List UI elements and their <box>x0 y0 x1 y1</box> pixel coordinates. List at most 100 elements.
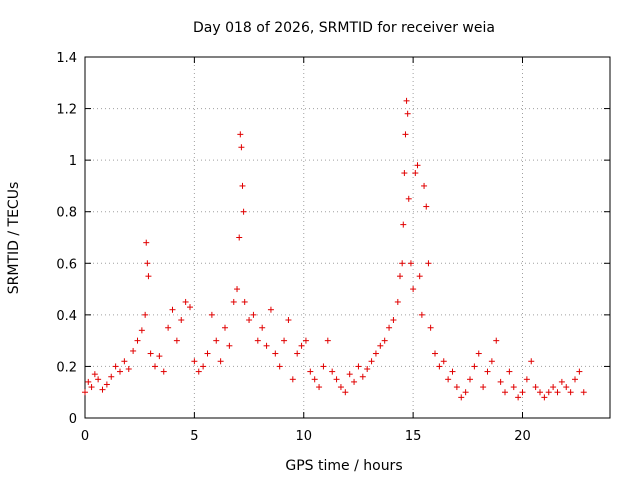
x-tick-label: 0 <box>81 429 89 444</box>
data-point <box>142 311 149 318</box>
data-point <box>117 368 123 375</box>
data-point <box>333 376 340 383</box>
data-point <box>91 371 98 378</box>
data-point <box>85 378 92 385</box>
data-point <box>355 363 362 370</box>
data-point <box>351 378 358 385</box>
data-point <box>342 389 349 396</box>
tick-layer: 0 0.2 0.4 0.6 0.8 1 1.2 1.4 0 5 10 15 20 <box>56 51 610 444</box>
data-point <box>402 131 409 138</box>
data-point <box>418 311 425 318</box>
data-point <box>453 384 460 391</box>
data-point <box>467 376 473 383</box>
data-point <box>285 317 292 324</box>
data-point <box>400 221 407 228</box>
data-point <box>240 208 247 215</box>
data-point <box>234 286 241 293</box>
x-axis-title: GPS time / hours <box>285 458 402 474</box>
data-point <box>320 363 327 370</box>
data-point <box>250 311 257 318</box>
data-point <box>401 170 408 177</box>
data-point <box>364 366 371 373</box>
data-point <box>182 298 189 305</box>
data-point <box>103 381 110 388</box>
data-point <box>554 389 561 396</box>
data-point <box>241 298 248 305</box>
data-point <box>217 358 224 365</box>
data-point <box>82 389 88 396</box>
y-tick-label: 0.4 <box>56 309 77 324</box>
data-point <box>436 363 443 370</box>
data-point <box>178 317 185 324</box>
data-point <box>169 306 176 313</box>
data-point <box>510 384 517 391</box>
data-point <box>421 182 428 189</box>
data-point <box>156 353 163 360</box>
data-point <box>545 389 552 396</box>
data-point <box>213 337 220 344</box>
data-point <box>390 317 397 324</box>
data-point <box>147 350 154 357</box>
data-point <box>239 182 246 189</box>
data-point <box>99 386 106 393</box>
data-point <box>440 358 447 365</box>
y-tick-label: 0.2 <box>56 360 77 375</box>
data-point <box>497 378 504 385</box>
data-point <box>412 170 419 177</box>
data-point <box>134 337 141 344</box>
y-tick-label: 0 <box>69 412 77 427</box>
data-point <box>515 394 522 401</box>
data-point <box>307 368 314 375</box>
data-point <box>311 376 318 383</box>
data-point <box>558 378 565 385</box>
data-point <box>416 273 423 280</box>
data-point <box>407 260 414 267</box>
chart-title: Day 018 of 2026, SRMTID for receiver wei… <box>193 20 495 36</box>
data-point <box>130 347 137 354</box>
data-point <box>230 298 237 305</box>
y-tick-label: 1 <box>69 154 77 169</box>
data-point <box>208 311 215 318</box>
data-point <box>572 376 578 383</box>
data-point <box>427 324 434 331</box>
data-point <box>405 195 412 202</box>
x-tick-label: 10 <box>295 429 312 444</box>
data-point <box>294 350 301 357</box>
data-point <box>160 368 167 375</box>
data-point <box>108 373 115 380</box>
data-point <box>537 389 543 396</box>
data-point <box>316 384 323 391</box>
data-point <box>368 358 375 365</box>
data-point <box>502 389 508 396</box>
data-point <box>404 110 411 117</box>
data-point <box>580 389 587 396</box>
data-point <box>112 363 119 370</box>
data-point <box>125 366 132 373</box>
data-point <box>195 368 202 375</box>
data-point <box>399 260 406 267</box>
data-point <box>359 373 366 380</box>
data-point <box>425 260 432 267</box>
data-point <box>329 368 336 375</box>
y-tick-label: 1.4 <box>56 51 77 66</box>
data-point <box>386 324 393 331</box>
y-tick-label: 0.6 <box>56 257 77 272</box>
data-point <box>423 203 430 210</box>
data-point <box>506 368 513 375</box>
data-point <box>263 342 270 349</box>
data-point <box>403 97 410 104</box>
points-layer <box>82 97 587 401</box>
data-point <box>144 260 151 267</box>
data-point <box>563 384 570 391</box>
data-point <box>410 286 417 293</box>
data-point <box>449 368 456 375</box>
data-point <box>445 376 452 383</box>
data-point <box>414 162 421 169</box>
data-point <box>95 376 102 383</box>
data-point <box>226 342 233 349</box>
data-point <box>236 234 243 241</box>
data-point <box>523 376 530 383</box>
data-point <box>152 363 158 370</box>
data-point <box>238 144 245 151</box>
data-point <box>397 273 403 280</box>
